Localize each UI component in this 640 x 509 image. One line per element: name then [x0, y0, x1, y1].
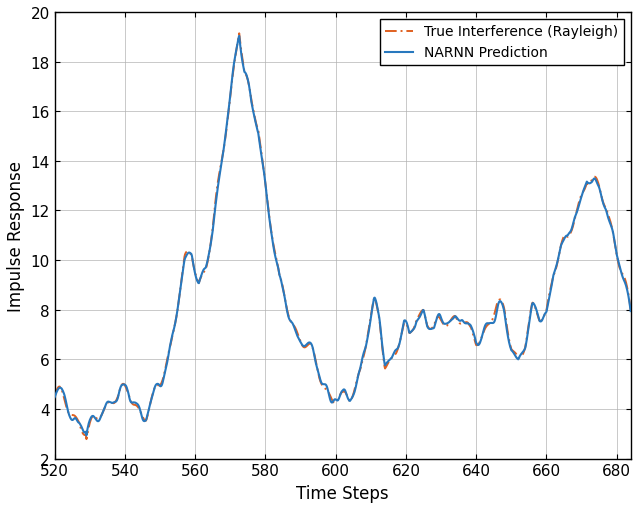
True Interference (Rayleigh)	[306, 341, 314, 347]
True Interference (Rayleigh)	[501, 311, 509, 317]
Y-axis label: Impulse Response: Impulse Response	[7, 160, 25, 311]
NARNN Prediction	[511, 353, 519, 359]
Line: True Interference (Rayleigh): True Interference (Rayleigh)	[55, 34, 630, 439]
Line: NARNN Prediction: NARNN Prediction	[55, 37, 630, 435]
NARNN Prediction	[110, 400, 118, 406]
NARNN Prediction	[447, 317, 455, 323]
True Interference (Rayleigh)	[627, 307, 634, 313]
NARNN Prediction	[501, 314, 509, 320]
NARNN Prediction	[627, 308, 634, 315]
True Interference (Rayleigh)	[83, 436, 90, 442]
True Interference (Rayleigh)	[285, 314, 292, 320]
True Interference (Rayleigh)	[511, 350, 519, 356]
X-axis label: Time Steps: Time Steps	[296, 484, 389, 502]
True Interference (Rayleigh)	[110, 400, 118, 406]
NARNN Prediction	[285, 315, 292, 321]
NARNN Prediction	[51, 394, 59, 401]
NARNN Prediction	[236, 34, 243, 40]
True Interference (Rayleigh)	[236, 31, 243, 37]
True Interference (Rayleigh)	[447, 317, 455, 323]
NARNN Prediction	[83, 432, 90, 438]
True Interference (Rayleigh)	[51, 393, 59, 399]
NARNN Prediction	[306, 340, 314, 346]
Legend: True Interference (Rayleigh), NARNN Prediction: True Interference (Rayleigh), NARNN Pred…	[380, 20, 624, 66]
